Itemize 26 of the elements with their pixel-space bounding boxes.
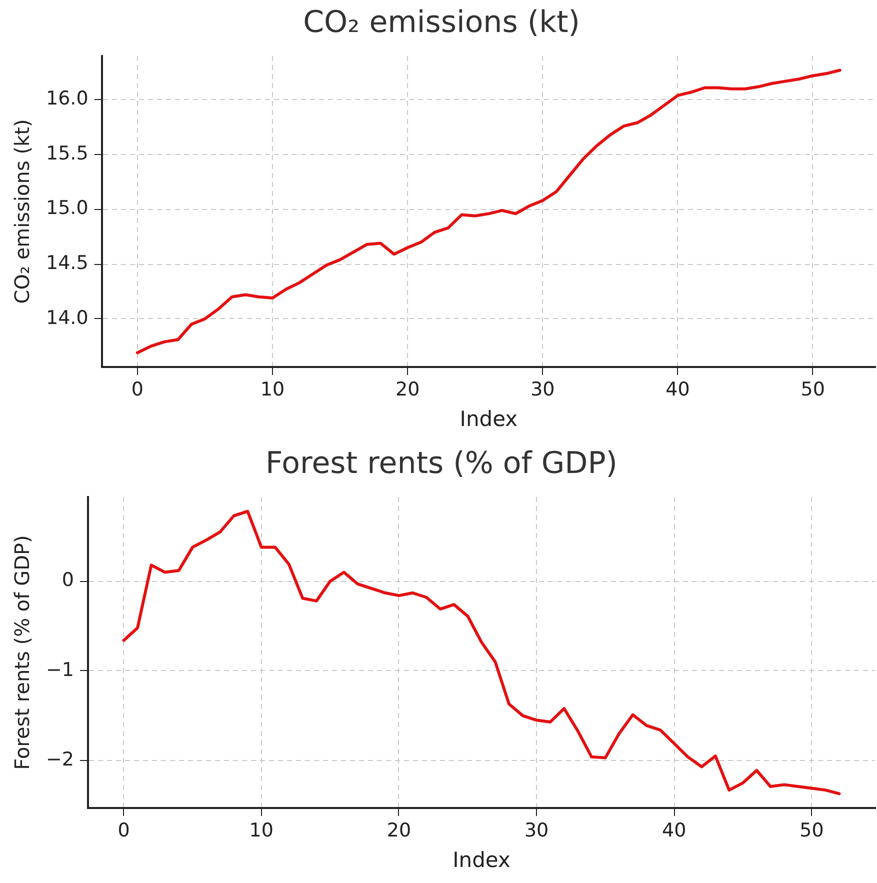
y-tick-label: 15.0 (46, 197, 88, 220)
x-tick-label: 10 (249, 819, 274, 842)
x-tick-label: 30 (530, 378, 555, 400)
y-tick-label: 14.5 (46, 252, 88, 274)
y-tick-label: 16.0 (46, 88, 88, 110)
y-tick-label: −1 (46, 658, 74, 681)
x-tick-label: 30 (524, 819, 549, 842)
y-tick-label: 14.0 (46, 306, 88, 329)
x-tick-label: 50 (800, 378, 825, 400)
y-tick-label: −2 (46, 748, 74, 770)
x-tick-label: 0 (131, 378, 144, 400)
x-axis-title: Index (452, 848, 510, 872)
x-tick-label: 20 (386, 819, 412, 842)
chart-title: CO₂ emissions (kt) (303, 4, 580, 40)
y-axis-title: CO₂ emissions (kt) (10, 119, 34, 304)
x-axis-title: Index (460, 406, 518, 431)
x-tick-label: 50 (800, 819, 824, 842)
y-tick-label: 0 (62, 569, 74, 592)
y-axis-title: Forest rents (% of GDP) (10, 535, 34, 770)
x-tick-label: 20 (396, 378, 420, 400)
x-tick-label: 40 (666, 378, 690, 400)
x-tick-label: 0 (118, 819, 130, 842)
chart-title: Forest rents (% of GDP) (265, 446, 618, 481)
x-tick-label: 10 (260, 378, 285, 400)
y-tick-label: 15.5 (46, 142, 88, 164)
x-tick-label: 40 (662, 819, 686, 842)
